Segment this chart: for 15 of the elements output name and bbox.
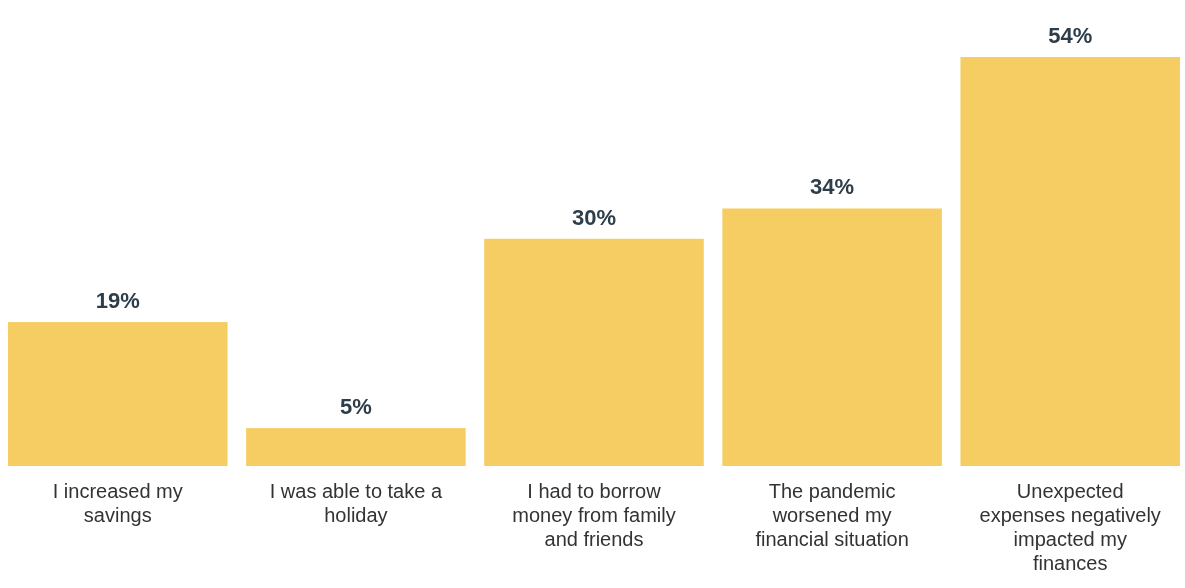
data-label: 30% [571, 204, 617, 230]
x-tick-label: I increased my savings [52, 480, 183, 526]
x-tick-label: The pandemic worsened my financial situation [755, 480, 909, 550]
bar [960, 57, 1180, 466]
bar [8, 322, 228, 466]
bar [722, 208, 942, 466]
data-label: 5% [339, 394, 372, 420]
data-label: 19% [95, 288, 140, 314]
x-tick-label: I had to borrow money from family and friends [512, 480, 676, 550]
data-label: 34% [810, 174, 855, 200]
bar [246, 428, 466, 466]
x-tick-label: I was able to take a holiday [269, 480, 443, 526]
data-label: 54% [1048, 23, 1093, 48]
x-tick-label: Unexpected expenses negatively impacted my finances [979, 480, 1161, 574]
bar [484, 238, 704, 466]
